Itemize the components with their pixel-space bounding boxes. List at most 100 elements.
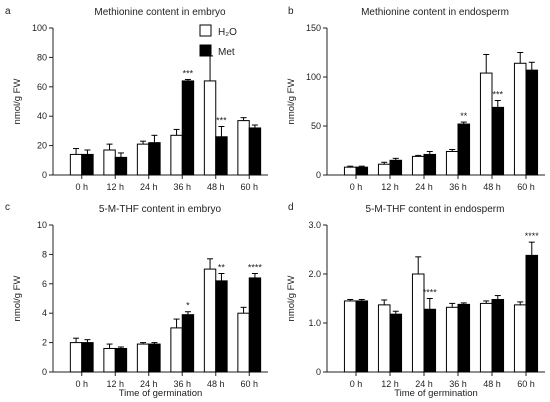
bar-h2o: [69, 342, 83, 373]
bar-met: [457, 123, 471, 176]
y-tick-label: 20: [37, 141, 47, 151]
x-tick-label: 60 h: [517, 182, 535, 192]
x-tick-label: 60 h: [240, 379, 258, 389]
bar-met: [525, 254, 539, 373]
panel-letter: a: [5, 6, 11, 17]
significance-label: ***: [493, 90, 504, 100]
x-axis-label: Time of germination: [394, 388, 478, 399]
bar-h2o: [343, 300, 357, 373]
significance-label: **: [218, 263, 226, 273]
significance-label: *: [186, 301, 190, 311]
bar-h2o: [136, 343, 150, 373]
y-tick-label: 100: [32, 23, 47, 33]
x-tick-label: 24 h: [140, 182, 158, 192]
x-tick-label: 12 h: [106, 379, 124, 389]
y-axis-label: nmol/g FW: [286, 276, 297, 322]
x-tick-label: 48 h: [483, 182, 501, 192]
x-tick-label: 48 h: [483, 379, 501, 389]
significance-label: ***: [183, 68, 194, 78]
panel-title: Methionine content in endosperm: [361, 7, 509, 18]
x-tick-label: 12 h: [106, 182, 124, 192]
bar-h2o: [103, 149, 116, 176]
x-tick-label: 36 h: [449, 379, 467, 389]
bar-met: [355, 300, 369, 373]
significance-label: ****: [248, 263, 263, 273]
x-tick-label: 24 h: [415, 379, 433, 389]
y-tick-label: 0: [316, 170, 321, 180]
bar-met: [215, 280, 228, 373]
bar-met: [525, 69, 539, 176]
y-tick-label: 40: [37, 111, 47, 121]
bar-h2o: [237, 120, 250, 176]
bar-met: [81, 342, 94, 373]
bar-met: [181, 314, 195, 373]
y-tick-label: 80: [37, 52, 47, 62]
y-tick-label: 6: [42, 279, 47, 289]
bar-met: [181, 80, 195, 176]
bar-h2o: [69, 153, 83, 176]
panel-letter: b: [288, 6, 294, 17]
bar-met: [491, 298, 505, 373]
y-tick-label: 60: [37, 82, 47, 92]
x-tick-label: 12 h: [381, 379, 399, 389]
x-tick-label: 0 h: [350, 182, 363, 192]
x-tick-label: 48 h: [207, 379, 225, 389]
x-tick-label: 24 h: [415, 182, 433, 192]
bar-h2o: [170, 134, 183, 176]
y-tick-label: 10: [37, 220, 47, 230]
bar-met: [148, 142, 161, 176]
y-tick-label: 4: [42, 308, 47, 318]
y-tick-label: 8: [42, 249, 47, 259]
bar-h2o: [203, 80, 217, 176]
bar-met: [389, 159, 403, 176]
y-axis-label: nmol/g FW: [12, 79, 23, 125]
panel-letter: c: [5, 202, 10, 213]
panel-title: 5-M-THF content in endosperm: [366, 204, 505, 215]
y-tick-label: 50: [311, 121, 321, 131]
y-tick-label: 3.0: [308, 220, 321, 230]
legend-swatch-h2o: [199, 24, 212, 37]
panel-c: c 5-M-THF content in embryo 0 2 4 6 8 10 nmol/g …: [5, 202, 268, 399]
bar-h2o: [377, 304, 391, 373]
bar-h2o: [479, 302, 493, 373]
bar-h2o: [136, 143, 150, 176]
x-tick-label: 0 h: [350, 379, 363, 389]
y-tick-label: 0: [42, 367, 47, 377]
x-tick-label: 48 h: [207, 182, 225, 192]
panel-d: d 5-M-THF content in endosperm 0 1.0 2.0 3.0 n…: [286, 202, 545, 399]
bar-met: [148, 343, 161, 373]
x-tick-label: 0 h: [75, 379, 88, 389]
x-tick-label: 36 h: [449, 182, 467, 192]
bar-met: [423, 153, 437, 176]
significance-label: ****: [525, 231, 540, 241]
y-tick-label: 2: [42, 338, 47, 348]
bar-h2o: [170, 327, 183, 373]
bar-met: [81, 153, 94, 176]
x-tick-label: 12 h: [381, 182, 399, 192]
x-tick-label: 60 h: [240, 182, 258, 192]
x-tick-label: 60 h: [517, 379, 535, 389]
bar-met: [114, 347, 128, 373]
significance-label: ****: [423, 288, 438, 298]
bar-met: [355, 166, 369, 176]
legend-label-met: Met: [218, 47, 235, 58]
legend-swatch-met: [199, 44, 212, 57]
y-axis-label: nmol/g FW: [286, 79, 297, 125]
bar-met: [457, 303, 471, 373]
y-tick-label: 1.0: [308, 318, 321, 328]
bar-met: [389, 313, 403, 373]
significance-label: **: [460, 111, 468, 121]
bar-h2o: [411, 155, 425, 176]
bar-h2o: [445, 306, 459, 373]
bar-h2o: [479, 72, 493, 176]
bar-met: [248, 277, 262, 373]
bar-met: [491, 106, 505, 176]
panel-title: Methionine content in embryo: [94, 7, 226, 18]
legend: H₂O Met: [199, 24, 237, 58]
x-axis-label: Time of germination: [119, 388, 203, 399]
bar-h2o: [513, 62, 527, 176]
bar-met: [114, 156, 128, 176]
panel-a: a Methionine content in embryo 0 20 40 60 80 10…: [5, 6, 268, 192]
x-tick-label: 24 h: [140, 379, 158, 389]
